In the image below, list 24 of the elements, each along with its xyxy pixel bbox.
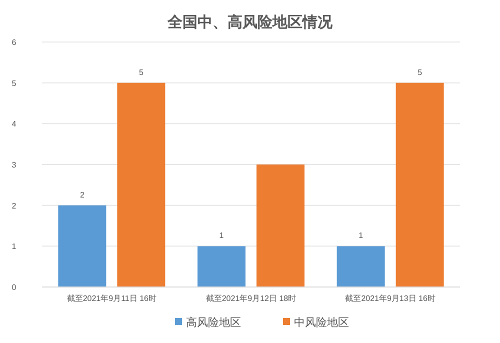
data-label: 1: [358, 231, 364, 240]
data-label: 5: [138, 68, 144, 77]
data-label: 1: [219, 231, 224, 240]
y-tick-label: 4: [12, 120, 17, 129]
x-tick-label: 截至2021年9月13日 16时: [345, 294, 436, 303]
legend-label: 中风险地区: [294, 316, 349, 329]
y-tick-label: 0: [12, 283, 17, 292]
bar: [58, 205, 106, 287]
bar: [256, 164, 304, 287]
y-tick-label: 6: [12, 38, 17, 47]
x-tick-label: 截至2021年9月11日 16时: [66, 294, 157, 303]
bar: [336, 246, 385, 287]
data-label: 5: [418, 68, 423, 77]
x-tick-label: 截至2021年9月12日 18时: [206, 294, 296, 303]
y-tick-label: 5: [12, 78, 17, 88]
chart-title: 全国中、高风险地区情况: [166, 13, 334, 31]
y-tick-label: 2: [12, 201, 17, 210]
bar: [198, 246, 246, 287]
bar: [396, 82, 444, 287]
legend-label: 高风险地区: [186, 316, 241, 329]
bar: [117, 82, 166, 287]
y-tick-label: 3: [12, 160, 17, 170]
data-label: 2: [80, 190, 85, 200]
y-tick-label: 1: [12, 242, 17, 252]
